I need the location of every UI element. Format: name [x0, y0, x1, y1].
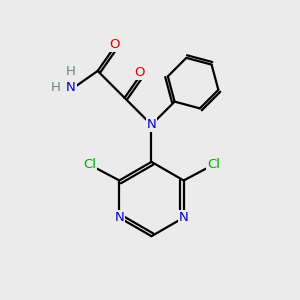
Text: Cl: Cl — [207, 158, 220, 171]
Text: H: H — [51, 81, 61, 94]
Text: N: N — [147, 118, 156, 131]
Text: N: N — [114, 211, 124, 224]
Text: O: O — [109, 38, 120, 51]
Text: N: N — [179, 211, 188, 224]
Text: Cl: Cl — [83, 158, 96, 171]
Text: O: O — [135, 66, 145, 79]
Text: N: N — [66, 81, 76, 94]
Text: H: H — [66, 65, 76, 78]
